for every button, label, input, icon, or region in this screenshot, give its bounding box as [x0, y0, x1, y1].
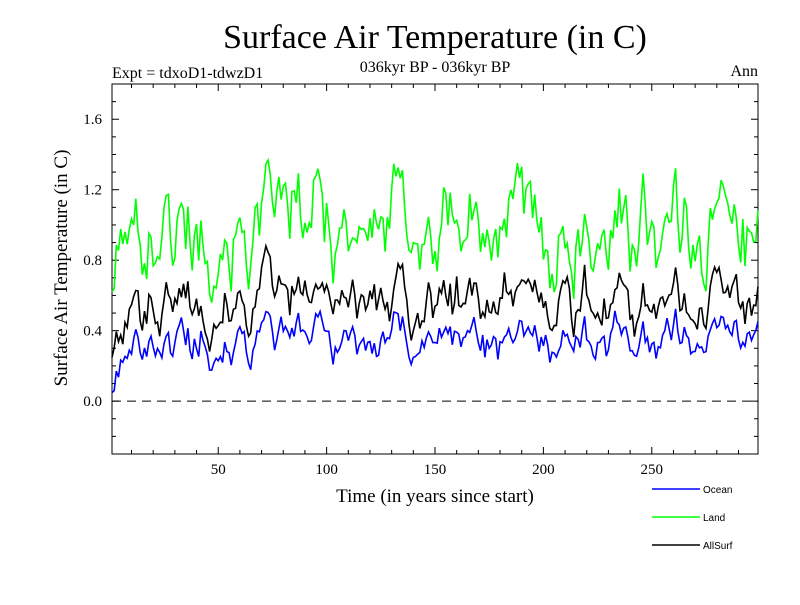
x-tick-label: 150 — [424, 462, 447, 478]
legend: Ocean Land AllSurf — [652, 485, 733, 552]
y-tick-label: 0.0 — [83, 394, 102, 410]
series-line-land — [111, 157, 759, 303]
series-group — [111, 157, 759, 394]
x-tick-label: 100 — [315, 462, 338, 478]
chart-subtitle: 036kyr BP - 036kyr BP — [360, 59, 511, 76]
y-tick-label: 0.4 — [83, 324, 102, 340]
legend-label-allsurf: AllSurf — [703, 541, 733, 552]
series-line-allsurf — [111, 242, 759, 358]
x-tick-label: 50 — [211, 462, 226, 478]
season-label: Ann — [730, 63, 758, 80]
experiment-label: Expt = tdxoD1-tdwzD1 — [112, 65, 263, 82]
x-axis-label: Time (in years since start) — [336, 486, 534, 507]
x-axis-ticks: 50 100 150 200 250 — [131, 84, 739, 478]
legend-label-ocean: Ocean — [703, 485, 732, 496]
y-axis-ticks: 0.0 0.4 0.8 1.2 1.6 — [83, 101, 758, 437]
x-tick-label: 200 — [532, 462, 555, 478]
legend-label-land: Land — [703, 513, 725, 524]
y-axis-label: Surface Air Temperature (in C) — [51, 150, 72, 387]
plot-frame — [111, 83, 759, 455]
y-tick-label: 0.8 — [83, 253, 102, 269]
chart-title: Surface Air Temperature (in C) — [223, 19, 647, 56]
y-tick-label: 1.6 — [83, 112, 102, 128]
x-tick-label: 250 — [641, 462, 664, 478]
series-line-ocean — [111, 308, 759, 394]
y-tick-label: 1.2 — [83, 183, 102, 199]
